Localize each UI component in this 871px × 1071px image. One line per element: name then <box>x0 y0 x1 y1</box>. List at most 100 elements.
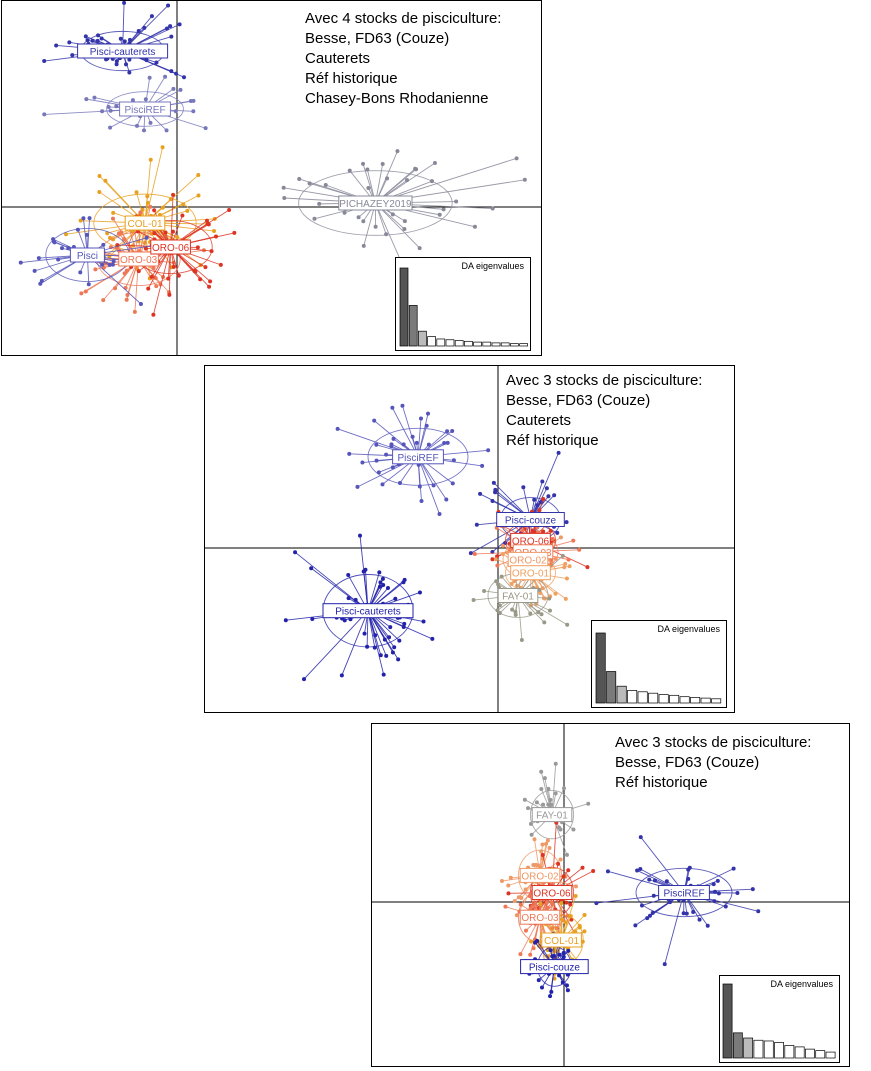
data-ray <box>374 202 403 264</box>
data-point <box>97 189 102 194</box>
eigenvalue-bar <box>510 343 519 347</box>
caption-line: Cauterets <box>506 412 572 429</box>
data-point <box>419 498 424 503</box>
eigenvalue-bar <box>616 685 627 704</box>
inertia-ellipse <box>298 170 453 236</box>
data-point <box>472 551 477 556</box>
data-point <box>335 426 340 431</box>
data-point <box>547 608 552 613</box>
data-ray <box>664 892 685 965</box>
data-point <box>95 38 100 43</box>
eigenvalue-bar <box>679 696 690 704</box>
data-point <box>111 259 116 264</box>
data-point <box>175 235 180 240</box>
data-point <box>567 564 572 569</box>
data-point <box>307 181 312 186</box>
caption-line: Avec 4 stocks de pisciculture: <box>305 10 502 27</box>
group-label-text: ORO-06 <box>533 889 571 900</box>
data-point <box>491 480 496 485</box>
data-point <box>152 208 157 213</box>
data-point <box>454 199 459 204</box>
data-point <box>497 603 502 608</box>
data-point <box>56 257 61 262</box>
data-point <box>560 917 565 922</box>
group-label-box <box>531 885 573 900</box>
data-point <box>302 677 307 682</box>
data-point <box>549 900 554 905</box>
data-point <box>529 832 534 837</box>
data-point <box>42 59 47 64</box>
dapc-panel-1: Pisci-cauterets PisciREF PICHAZEY2019 COL-0… <box>1 0 542 356</box>
data-point <box>426 411 431 416</box>
data-point <box>537 587 542 592</box>
data-point <box>101 298 106 303</box>
group-label-text: FAY-01 <box>536 811 568 822</box>
data-point <box>169 34 174 39</box>
data-point <box>535 938 540 943</box>
data-point <box>342 210 347 215</box>
data-point <box>97 173 102 178</box>
eigenvalue-bar <box>669 694 680 704</box>
data-point <box>366 185 371 190</box>
data-point <box>513 609 518 614</box>
data-point <box>397 638 402 643</box>
data-point <box>633 923 638 928</box>
data-point <box>122 271 127 276</box>
group-label: ORO-03 <box>118 251 159 267</box>
data-point <box>506 891 511 896</box>
data-point <box>374 442 379 447</box>
eigenvalue-bar <box>519 343 528 347</box>
inertia-ellipse <box>635 867 733 918</box>
data-point <box>561 954 566 959</box>
data-point <box>493 487 498 492</box>
data-point <box>486 448 491 453</box>
data-point <box>548 948 553 953</box>
data-point <box>426 442 431 447</box>
eigenvalue-bars-3 <box>722 983 836 1059</box>
data-point <box>178 87 183 92</box>
data-point <box>716 891 721 896</box>
data-point <box>70 53 75 58</box>
data-point <box>395 149 400 154</box>
group-label-text: COL-01 <box>127 219 162 230</box>
data-point <box>140 207 145 212</box>
data-point <box>310 616 315 621</box>
caption-line: Besse, FD63 (Couze) <box>506 392 651 409</box>
data-point <box>442 440 447 445</box>
data-point <box>418 416 423 421</box>
data-point <box>529 939 534 944</box>
data-point <box>182 75 187 80</box>
data-point <box>513 612 518 617</box>
data-point <box>380 161 385 166</box>
group-label-box <box>322 603 414 619</box>
data-point <box>503 904 508 909</box>
data-point <box>493 557 498 562</box>
data-point <box>538 901 543 906</box>
inertia-ellipse <box>529 790 575 840</box>
data-point <box>553 791 558 796</box>
data-point <box>361 161 366 166</box>
data-point <box>382 637 387 642</box>
data-point <box>564 900 569 905</box>
data-point <box>471 598 476 603</box>
group-label-text: ORO-03 <box>120 255 158 266</box>
data-point <box>571 827 576 832</box>
data-point <box>232 230 237 235</box>
group-label: ORO-02 <box>507 551 549 567</box>
data-point <box>108 108 113 113</box>
data-point <box>377 584 382 589</box>
data-point <box>444 497 449 502</box>
group-label-text: PICHAZEY2019 <box>339 199 412 210</box>
data-point <box>166 3 171 8</box>
data-point <box>510 607 515 612</box>
data-point <box>36 256 41 261</box>
data-point <box>146 286 151 291</box>
data-point <box>86 282 91 287</box>
data-point <box>390 465 395 470</box>
group-label: PisciREF <box>658 885 710 900</box>
eigenvalue-title: DA eigenvalues <box>461 261 524 271</box>
data-point <box>92 95 97 100</box>
data-point <box>532 497 537 502</box>
data-point <box>163 74 168 79</box>
data-point <box>148 204 153 209</box>
